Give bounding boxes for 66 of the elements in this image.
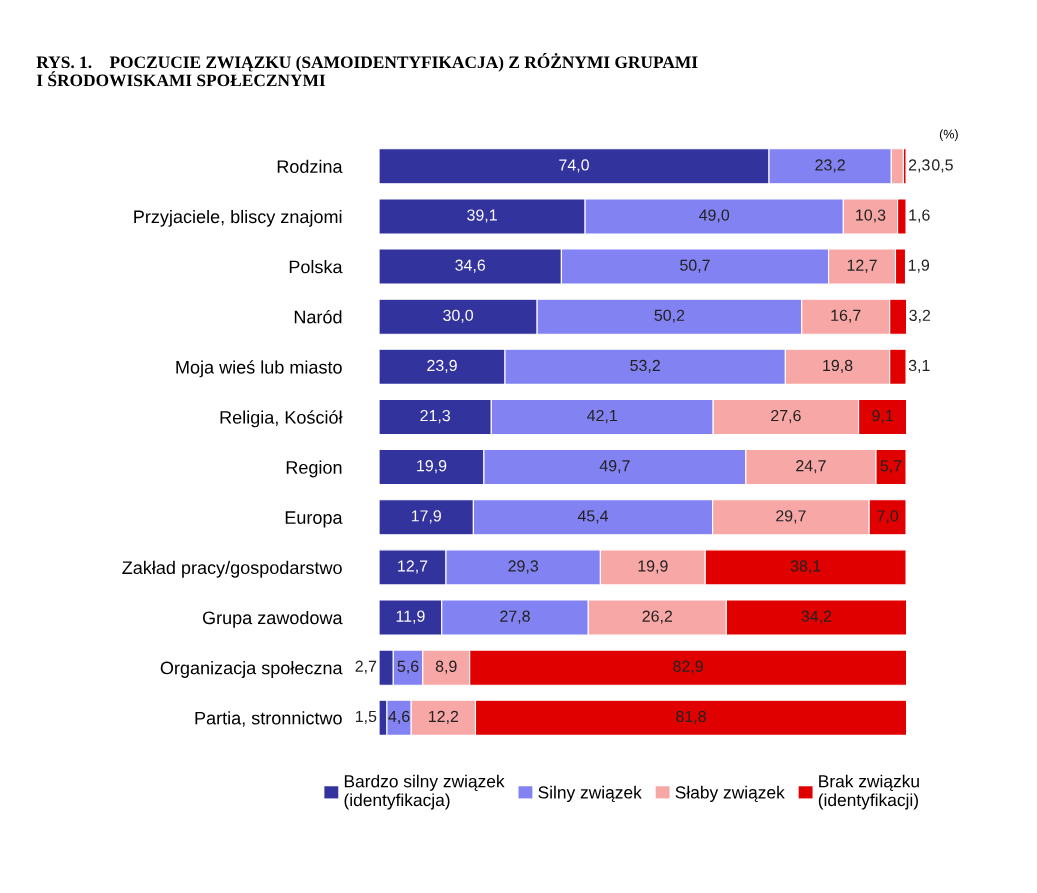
data-label: 42,1 [587,409,617,424]
data-label: 7,0 [877,510,899,524]
data-label: 0,5 [931,159,953,173]
data-label: 1,6 [909,209,930,223]
legend-label: Bardzo silny związek (identyfikacja) [344,774,505,810]
data-label: 17,9 [411,510,441,524]
data-label: 45,4 [577,510,609,524]
y-tick-label: Moja wieś lub miasto [176,360,342,378]
data-label: 12,7 [398,560,428,574]
data-label: 24,7 [796,460,826,474]
y-tick-label: Zakład pracy/gospodarstwo [122,560,342,578]
y-tick-label: Religia, Kościół [220,410,343,428]
data-label: 23,9 [427,359,457,374]
data-label: 26,2 [642,610,673,624]
data-label: 19,9 [417,460,447,474]
data-label: 82,9 [673,660,703,674]
data-label: 29,3 [508,560,539,574]
data-label: 11,9 [396,610,425,624]
data-label: 10,3 [856,209,886,223]
data-label: 8,9 [435,660,457,674]
legend-label: Silny związek [538,785,642,803]
data-label: 3,2 [909,309,931,323]
data-label: 50,2 [654,309,685,323]
data-label: 30,0 [443,309,474,323]
y-tick-label: Region [286,460,342,478]
data-label: 23,2 [815,159,845,173]
data-label: 27,6 [771,409,801,424]
y-tick-label: Rodzina [277,159,343,174]
data-label: 49,0 [699,209,730,223]
y-tick-label: Grupa zawodowa [202,610,343,628]
legend-label: Brak związku (identyfikacji) [818,774,919,810]
data-label: 38,1 [790,560,821,574]
data-label: 12,7 [847,259,877,273]
data-label: 2,3 [908,159,930,173]
y-tick-label: Przyjaciele, bliscy znajomi [134,209,342,227]
data-label: 1,5 [355,710,377,724]
data-label: 27,8 [500,610,530,624]
data-label: 2,7 [355,660,377,674]
data-label: 19,9 [638,560,668,574]
data-label: 12,2 [429,710,459,724]
data-label: 1,9 [908,259,930,273]
text: (%) [939,129,958,141]
chart-title: RYS. 1. POCZUCIE ZWIĄZKU (SAMOIDENTYFIKACJA) Z RÓŻNYMI GRUPAMI I ŚRODOWISKAMI SPOŁECZNYMI [36,53,698,87]
y-tick-label: Partia, stronnictwo [195,711,342,727]
data-label: 9,1 [872,409,893,424]
data-label: 29,7 [776,510,806,524]
data-label: 50,7 [680,259,710,273]
data-label: 53,2 [630,359,660,374]
data-label: 3,1 [908,359,930,374]
data-label: 4,6 [388,710,410,724]
data-label: 34,2 [801,610,832,624]
data-label: 21,3 [420,409,451,424]
data-label: 74,0 [559,159,589,173]
data-label: 49,7 [599,460,630,474]
data-label: 5,7 [880,460,902,474]
y-tick-label: Europa [285,511,343,528]
data-label: 5,6 [397,660,419,674]
y-tick-label: Organizacja społeczna [160,661,343,678]
legend-label: Słaby związek [675,785,785,803]
data-label: 39,1 [467,209,497,223]
data-label: 19,8 [823,359,853,374]
data-label: 16,7 [831,309,861,323]
data-label: 34,6 [455,259,486,273]
y-tick-label: Polska [289,260,343,274]
data-label: 81,8 [676,710,706,724]
y-tick-label: Naród [294,309,342,324]
